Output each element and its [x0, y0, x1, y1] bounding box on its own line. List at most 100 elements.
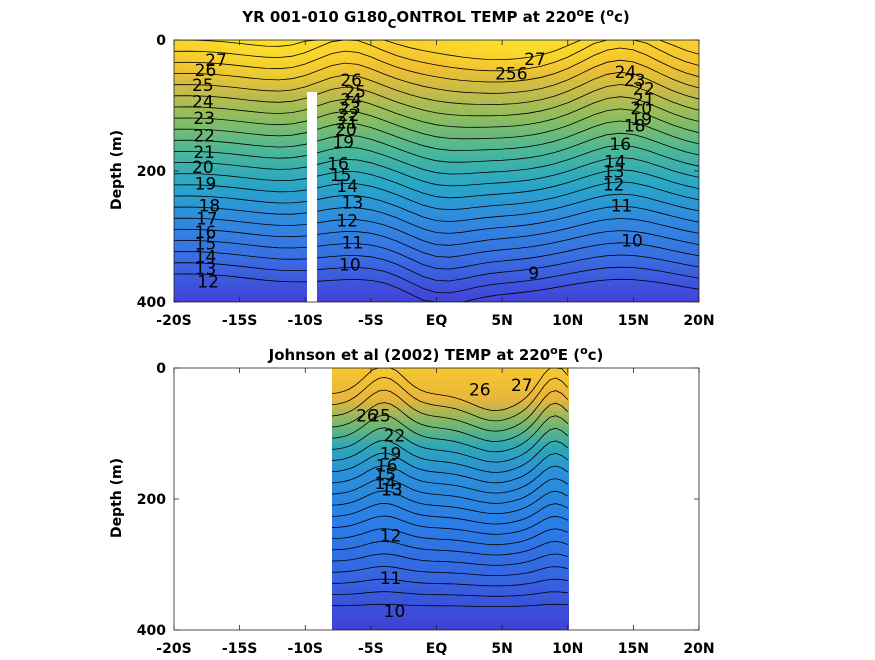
contour-label: 27 — [511, 376, 533, 396]
isotherm-line — [332, 540, 568, 556]
contour-label: 16 — [609, 135, 631, 155]
isotherm-line — [174, 157, 699, 187]
contour-label: 21 — [633, 91, 655, 111]
isotherm-line — [332, 603, 568, 607]
isotherm-line — [174, 40, 699, 72]
top-panel: YR 001-010 G180CONTROL TEMP at 220oE (oc… — [109, 6, 715, 329]
contour-label: 13 — [381, 481, 403, 501]
contour-label: 16 — [195, 223, 217, 243]
isotherm-line — [332, 477, 569, 504]
contour-label: 26 — [469, 381, 491, 401]
contour-label: 25 — [369, 407, 391, 427]
contour-label: 10 — [621, 231, 643, 251]
isotherm-line — [174, 251, 699, 282]
contour-label: 19 — [630, 110, 652, 130]
chart-title-bot-unit-degree: o — [580, 344, 588, 357]
isotherm-line — [332, 578, 568, 587]
chart-title-bot-main: Johnson et al (2002) TEMP at 220 — [268, 346, 551, 364]
isotherm-line — [332, 528, 568, 546]
contour-label: 15 — [330, 166, 352, 186]
isotherm-line — [174, 120, 699, 151]
x-tick-label: -10S — [288, 641, 323, 656]
contour-label: 17 — [196, 210, 218, 230]
chart-title-bot-degree: o — [550, 344, 558, 357]
contour-label: 18 — [199, 197, 221, 217]
y-tick-label: 0 — [156, 33, 166, 49]
isotherm-line — [332, 553, 568, 566]
isotherm-line — [174, 40, 699, 61]
isotherm-line — [174, 108, 699, 140]
contour-label: 13 — [381, 481, 403, 501]
contour-label: 21 — [336, 113, 358, 133]
contour-label: 14 — [336, 177, 358, 197]
y-axis-label-bottom: Depth (m) — [109, 458, 125, 538]
x-tick-label: 20N — [683, 313, 714, 329]
x-tick-label: 5N — [491, 313, 512, 329]
contour-label: 12 — [336, 212, 358, 232]
contour-label: 22 — [633, 79, 655, 99]
contour-label: 19 — [195, 174, 217, 194]
isotherm-line — [332, 427, 569, 463]
chart-title-bot-unit-close: c) — [588, 346, 604, 364]
x-tick-label: 5N — [491, 641, 512, 656]
chart-title-top: YR 001-010 G180CONTROL TEMP at 220oE (oc… — [241, 6, 629, 31]
isotherm-line — [174, 84, 699, 117]
isotherm-line — [332, 515, 568, 535]
isotherm-line — [332, 502, 568, 525]
isotherm-line — [332, 402, 569, 442]
isotherm-line — [174, 193, 699, 223]
isotherm-line — [174, 228, 699, 258]
y-axis-label-top: Depth (m) — [109, 130, 125, 210]
contour-label: 22 — [193, 127, 215, 147]
contour-label: 26 — [340, 71, 362, 91]
heatmap-fill-top: 2726252423222120191817161514131226252423… — [174, 40, 699, 302]
contour-label: 21 — [193, 143, 215, 163]
contour-label: 15 — [195, 235, 217, 255]
contour-label: 16 — [376, 456, 398, 476]
contour-label: 23 — [339, 99, 361, 119]
chart-title-bot-unit: E ( — [558, 346, 580, 364]
x-tick-label: 15N — [618, 641, 649, 656]
contour-label: 25 — [344, 83, 366, 103]
chart-title-top-degree: o — [577, 6, 585, 19]
contour-label: 23 — [624, 71, 646, 91]
isotherm-line — [332, 376, 569, 422]
contour-label: 11 — [380, 569, 402, 589]
isotherm-line — [174, 181, 699, 211]
contour-label: 26 — [195, 61, 217, 81]
y-axis-top: 0 200 400 — [137, 33, 699, 311]
isotherm-line — [174, 205, 699, 234]
isotherm-line — [174, 96, 699, 128]
x-tick-label: EQ — [426, 313, 448, 329]
x-axis-top: -20S -15S -10S -5S EQ 5N 10N 15N 20N — [156, 40, 715, 329]
isotherm-line — [332, 490, 568, 515]
contour-label: 22 — [338, 106, 360, 126]
x-tick-label: EQ — [426, 641, 448, 656]
isotherm-line — [174, 217, 699, 246]
isotherm-line — [174, 144, 699, 175]
bottom-panel: Johnson et al (2002) TEMP at 220oE (oc) … — [109, 344, 715, 657]
contour-label: 20 — [192, 158, 214, 178]
isotherm-line — [174, 71, 699, 106]
y-tick-label: 0 — [156, 361, 166, 377]
isotherm-line — [174, 239, 699, 270]
x-tick-label: 15N — [618, 313, 649, 329]
chart-title-top-subscript: C — [388, 17, 397, 31]
missing-data-strip — [307, 92, 317, 302]
contour-label: 24 — [615, 63, 637, 83]
chart-title-top-unit: E ( — [584, 8, 606, 26]
x-tick-label: -15S — [222, 313, 257, 329]
contour-label: 11 — [611, 197, 633, 217]
isotherm-line — [174, 169, 699, 199]
isotherm-line — [332, 439, 569, 473]
contour-label: 14 — [195, 248, 217, 268]
y-axis-bottom: 0 200 400 — [137, 361, 699, 639]
contour-label: 27 — [205, 51, 227, 71]
contour-label: 20 — [630, 99, 652, 119]
x-tick-label: -15S — [222, 641, 257, 656]
contour-label: 13 — [342, 193, 364, 213]
contour-label: 23 — [193, 109, 215, 129]
isotherm-line — [332, 566, 568, 576]
